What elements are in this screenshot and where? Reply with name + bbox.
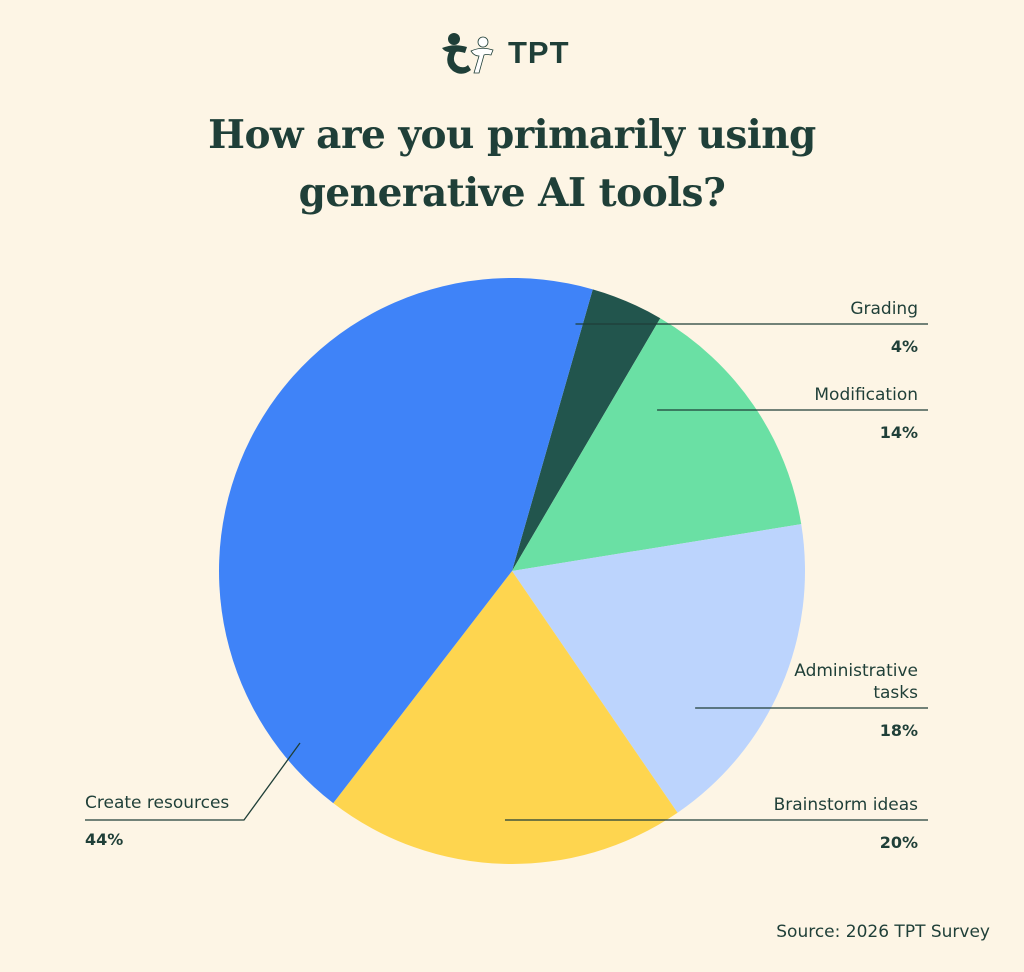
- slice-value-brainstorm-ideas: 20%: [880, 833, 918, 852]
- pie-slice-grading: [512, 289, 661, 571]
- title-line-2: generative AI tools?: [298, 170, 726, 216]
- slice-value-administrative-tasks: 18%: [880, 721, 918, 740]
- logo-wordmark: TPT: [508, 35, 570, 70]
- pie-slice-administrative-tasks: [512, 524, 805, 813]
- source-note: Source: 2026 TPT Survey: [776, 922, 990, 942]
- slice-value-modification: 14%: [880, 423, 918, 442]
- slice-label-administrative-tasks: tasks: [873, 683, 918, 703]
- slice-label-create-resources: Create resources: [85, 793, 229, 813]
- slice-value-grading: 4%: [891, 337, 918, 356]
- pie-slice-create-resources: [219, 278, 593, 804]
- slice-label-administrative-tasks: Administrative: [794, 661, 918, 681]
- leader-line-create-resources: [85, 742, 301, 821]
- tpt-mascot-icon: [442, 33, 494, 74]
- pie-slices: [219, 278, 805, 864]
- tpt-logo: TPT: [440, 30, 570, 76]
- leader-lines: [85, 323, 928, 821]
- slice-labels: Grading 4% Modification 14% Administrativeta…: [85, 299, 918, 852]
- page-title: How are you primarily using generative A…: [0, 106, 1024, 222]
- title-line-1: How are you primarily using: [208, 112, 816, 158]
- slice-label-modification: Modification: [814, 385, 918, 405]
- pie-slice-brainstorm-ideas: [333, 571, 678, 864]
- slice-label-grading: Grading: [850, 299, 918, 319]
- pie-slice-modification: [512, 318, 802, 571]
- slice-value-create-resources: 44%: [85, 830, 123, 849]
- slice-label-brainstorm-ideas: Brainstorm ideas: [774, 795, 919, 815]
